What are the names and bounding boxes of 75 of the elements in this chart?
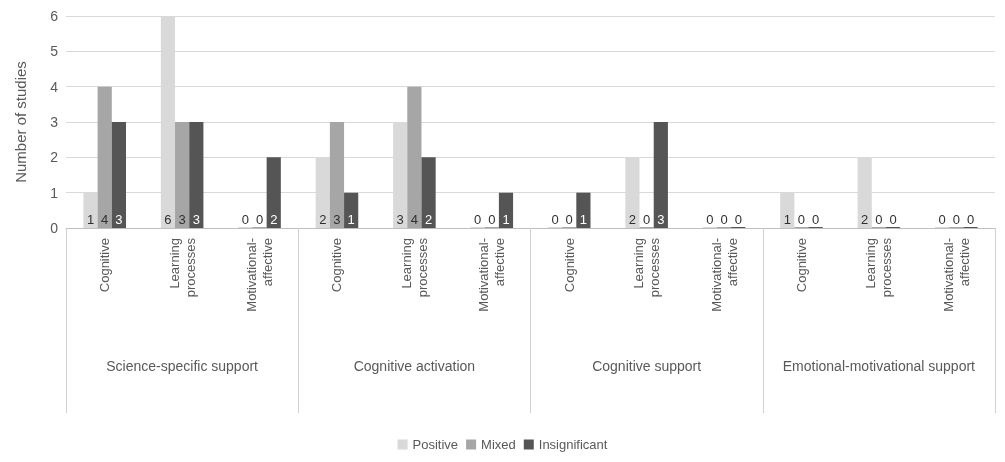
data-label: 0 — [734, 212, 742, 227]
data-label: 4 — [410, 212, 418, 227]
data-label: 3 — [192, 212, 200, 227]
text: Cognitive support — [592, 358, 702, 374]
x-tick-label: Cognitive — [561, 238, 577, 293]
x-tick-label: Learning processes — [166, 237, 198, 298]
y-tick-label: 3 — [50, 114, 59, 130]
data-label: 0 — [797, 212, 806, 227]
data-label: 0 — [473, 212, 482, 227]
bar — [111, 122, 126, 228]
x-tick-label: Motivational-affective — [708, 238, 740, 312]
data-label: 6 — [164, 212, 172, 227]
data-label: 0 — [720, 212, 728, 227]
data-label: 2 — [861, 212, 869, 227]
y-tick-label: 4 — [50, 78, 59, 95]
data-label: 0 — [488, 212, 496, 227]
data-label: 0 — [551, 212, 559, 227]
x-tick-label: Cognitive — [329, 238, 345, 293]
data-label: 2 — [270, 212, 278, 227]
data-label: 3 — [333, 212, 341, 227]
x-tick-label: Learning processes — [398, 237, 430, 298]
bar — [266, 157, 281, 228]
legend-label: Insignificant — [538, 437, 608, 452]
x-tick-label: Motivational-affective — [244, 238, 276, 312]
data-label: 2 — [628, 212, 637, 227]
data-label: 3 — [657, 212, 665, 227]
y-tick-label: 2 — [50, 149, 59, 166]
data-label: 0 — [255, 212, 264, 227]
bar — [189, 122, 204, 228]
legend-label: Mixed — [481, 437, 516, 452]
data-label: 0 — [565, 212, 573, 227]
data-label: 0 — [875, 212, 883, 227]
text: Cognitive activation — [353, 358, 476, 374]
data-label: 0 — [241, 212, 249, 227]
y-axis-title: Number of studies — [12, 61, 29, 183]
bar — [407, 86, 422, 228]
text: Emotional-motivational support — [782, 358, 976, 374]
bar — [421, 157, 436, 228]
y-tick-label: 5 — [50, 43, 59, 60]
y-tick-label: 6 — [50, 8, 59, 24]
data-label: 3 — [178, 212, 186, 227]
bar — [344, 192, 359, 228]
bar — [329, 122, 345, 228]
bar — [97, 86, 112, 228]
data-label: 1 — [86, 212, 95, 227]
x-tick-label: Learning processes — [631, 237, 663, 298]
bar — [175, 122, 190, 228]
data-label: 2 — [319, 212, 327, 227]
data-label: 0 — [938, 212, 946, 227]
data-label: 1 — [347, 212, 355, 227]
y-tick-label: 1 — [50, 184, 59, 201]
y-tick-label: 0 — [50, 220, 59, 236]
text: Science-specific support — [106, 358, 259, 374]
data-label: 1 — [783, 212, 791, 227]
bar — [653, 122, 668, 228]
data-label: 0 — [952, 212, 960, 227]
data-label: 0 — [966, 212, 975, 227]
data-label: 0 — [706, 212, 714, 227]
data-label: 0 — [643, 212, 651, 227]
bar — [576, 192, 591, 228]
data-label: 4 — [101, 212, 109, 227]
x-tick-label: Cognitive — [97, 238, 113, 293]
legend-label: Positive — [412, 437, 459, 452]
data-label: 3 — [115, 212, 123, 227]
data-label: 1 — [579, 212, 588, 227]
bar — [498, 192, 514, 228]
data-label: 0 — [812, 212, 820, 227]
x-tick-label: Motivational-affective — [476, 238, 508, 312]
data-label: 2 — [424, 212, 433, 227]
x-tick-label: Motivational-affective — [940, 238, 972, 312]
data-label: 3 — [396, 212, 404, 227]
data-label: 1 — [502, 212, 510, 227]
x-tick-label: Cognitive — [793, 238, 809, 293]
data-label: 0 — [889, 212, 897, 227]
x-tick-label: Learning processes — [863, 237, 895, 298]
